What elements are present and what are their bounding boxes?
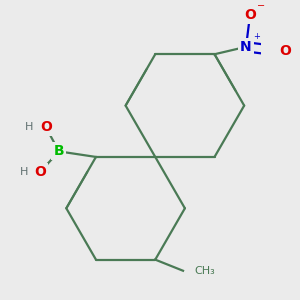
Text: O: O [40, 120, 52, 134]
Text: N: N [240, 40, 252, 54]
Text: +: + [253, 32, 260, 41]
Text: −: − [257, 1, 265, 11]
Text: H: H [25, 122, 33, 132]
Text: CH₃: CH₃ [194, 266, 215, 276]
Text: H: H [20, 167, 28, 177]
Text: B: B [54, 144, 64, 158]
Text: O: O [244, 8, 256, 22]
Text: O: O [34, 165, 46, 179]
Text: O: O [279, 44, 291, 58]
